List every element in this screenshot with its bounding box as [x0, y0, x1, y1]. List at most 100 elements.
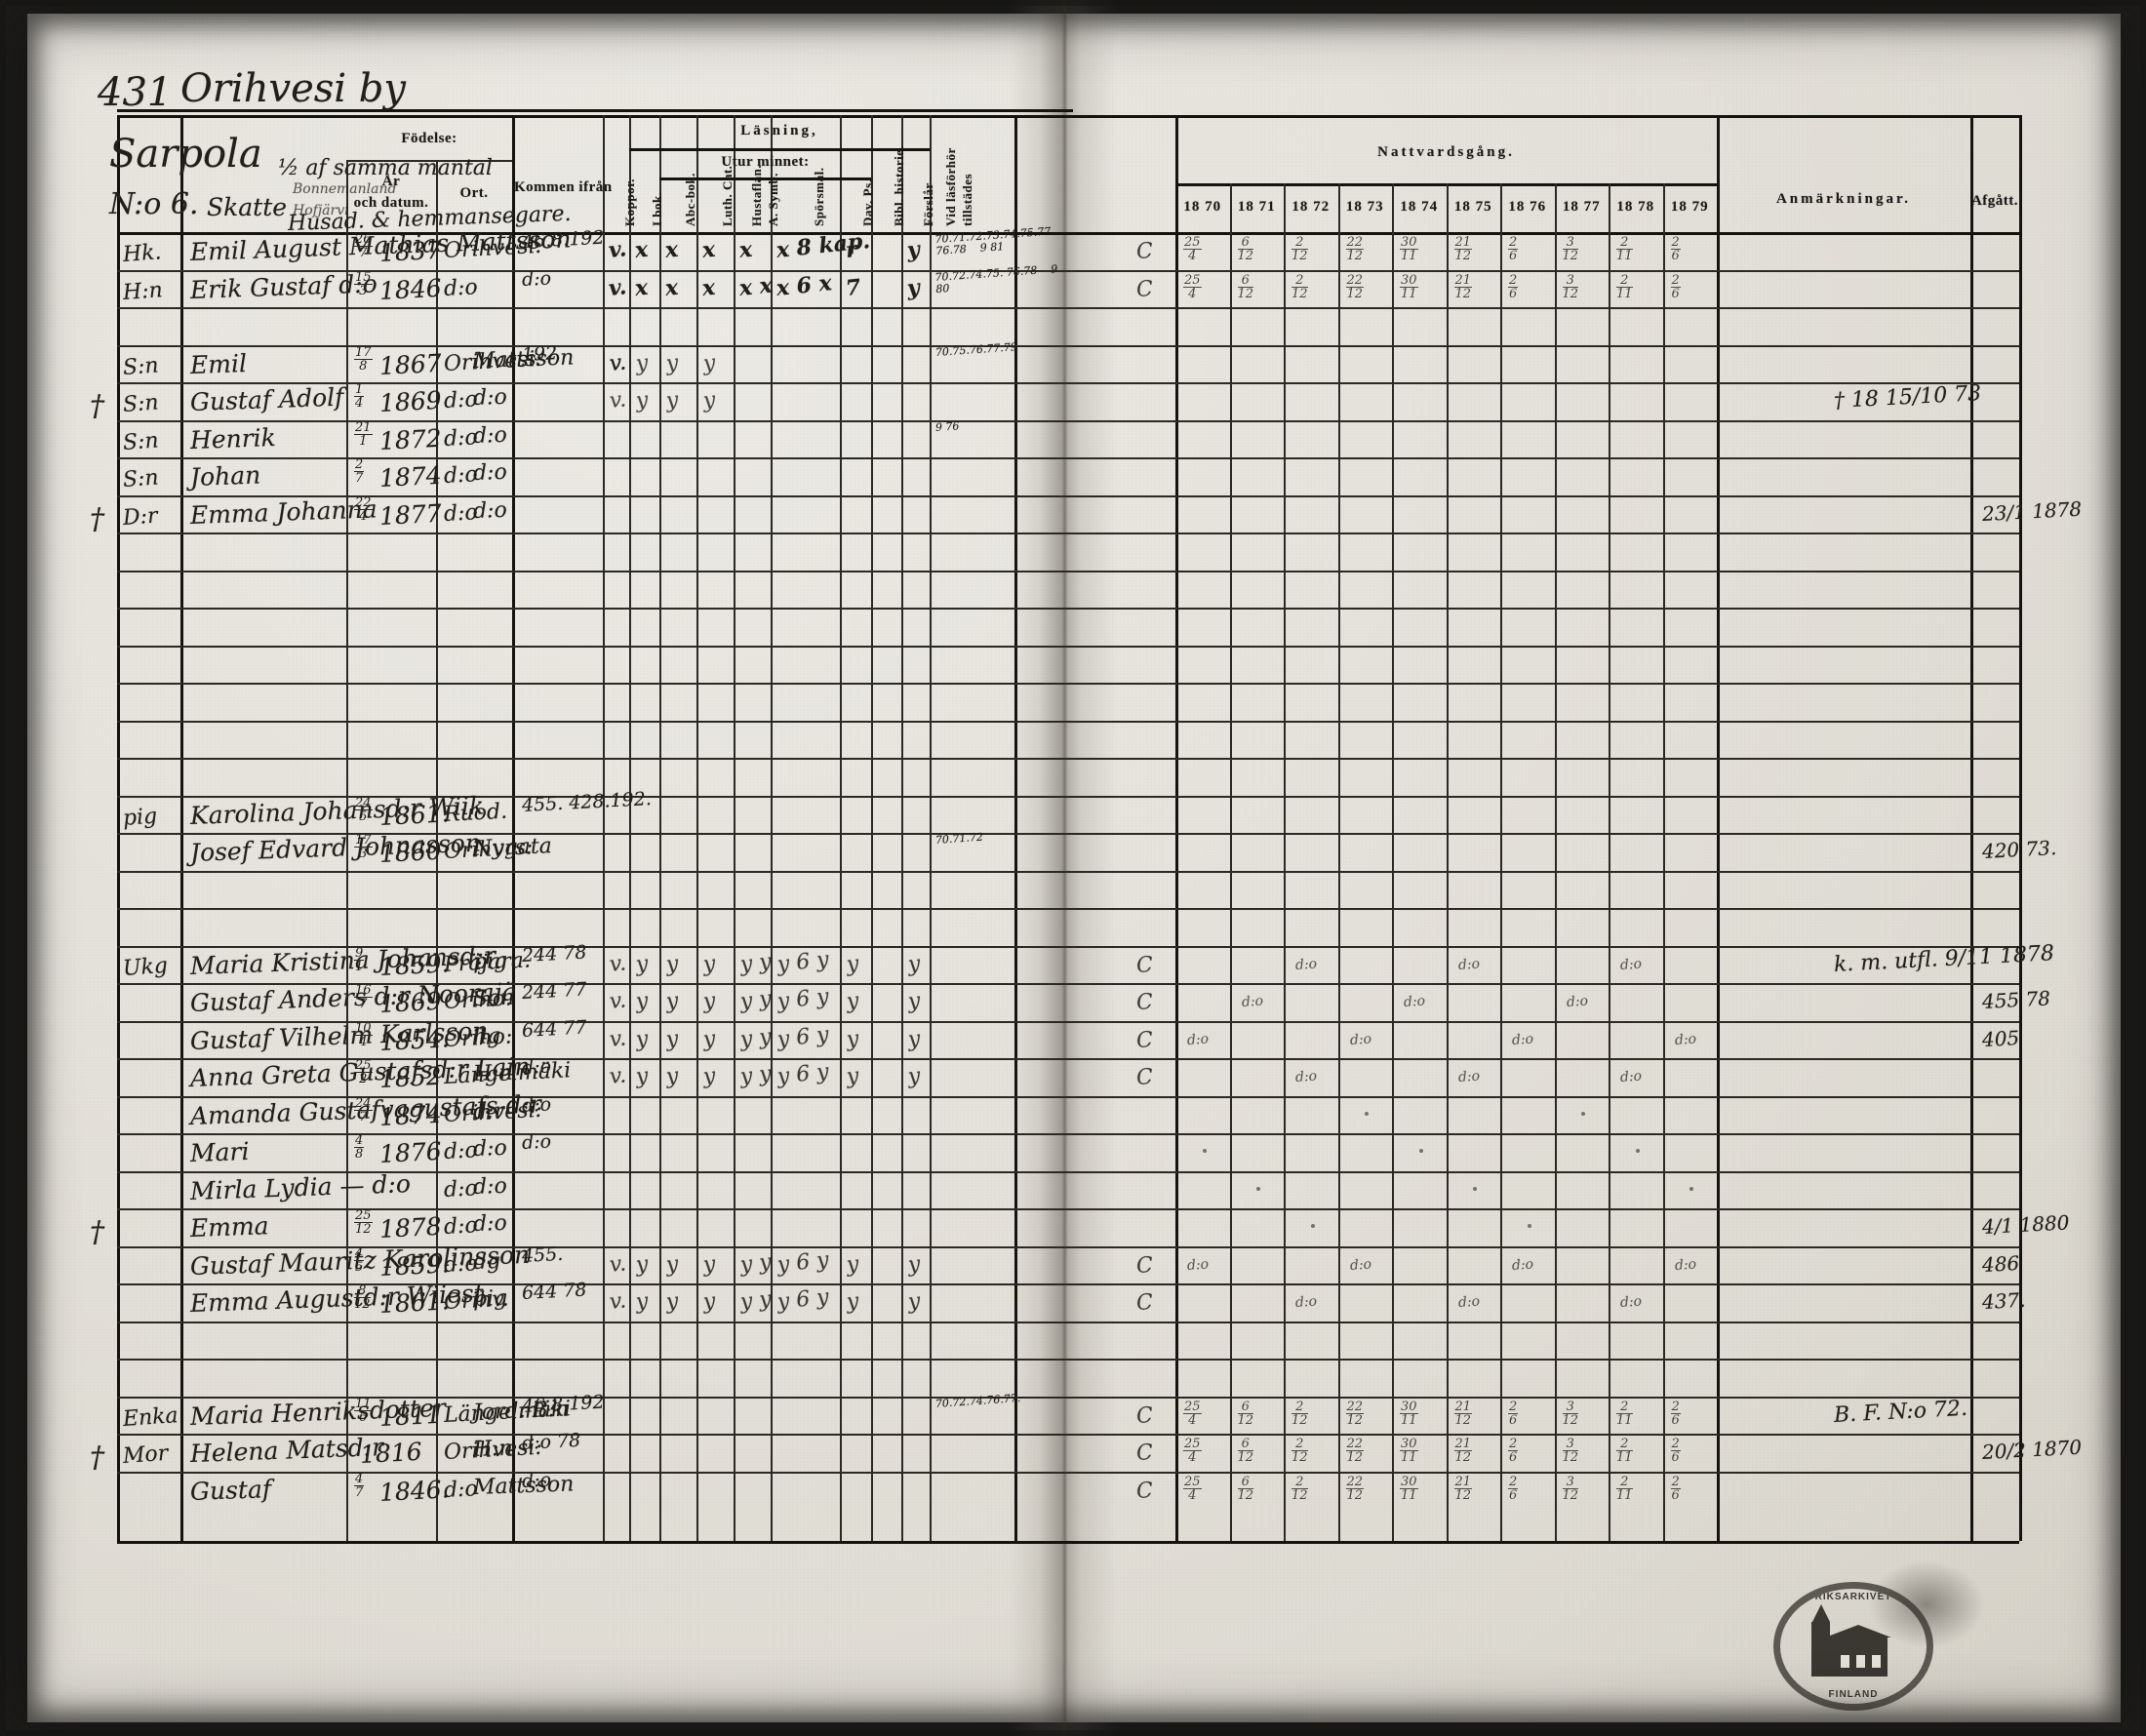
- departed-8: 420 73.: [1981, 836, 2057, 863]
- row-rule-3: [117, 344, 2019, 347]
- birth-year-3: 1869: [378, 385, 443, 417]
- communion-c-19: C: [1135, 952, 1154, 978]
- reading-mark-child-3-3: y: [701, 350, 717, 376]
- household-note: Skatte: [207, 193, 288, 221]
- grid-col-7: [696, 115, 698, 1541]
- row-rule-31: [117, 1396, 2019, 1399]
- row-rule-5: [117, 419, 2019, 422]
- header-hustaflan-2: A. Symb.: [766, 173, 780, 226]
- reading-mark-extra-20-1: y: [634, 988, 650, 1014]
- reading-mark-extra-21-0: v.: [608, 1025, 628, 1052]
- communion-tick-33-8: 2 11: [1616, 1474, 1633, 1503]
- reading-mark-r1-c1: x: [633, 274, 650, 301]
- reading-mark-extra-28-5: y 6 y: [775, 1284, 830, 1315]
- household-extra-2: Hofjärvi: [293, 203, 349, 218]
- table-right-border: [2019, 115, 2022, 1541]
- birth-date-fraction-8: 17 3: [354, 833, 373, 861]
- person-role-2: S:n: [122, 352, 160, 380]
- communion-year-3: 18 73: [1345, 199, 1384, 215]
- birth-place-21: d:o: [443, 1476, 479, 1503]
- communion-tick-0-1: 6 12: [1237, 235, 1254, 263]
- come-from-7: 455. 428.192.: [521, 787, 653, 816]
- communion-c-28: C: [1135, 1289, 1154, 1316]
- birth-place-18: Orihv.: [443, 1286, 510, 1315]
- communion-tick-1-8: 2 11: [1616, 272, 1633, 301]
- header-sporsmal: Spörsmål.: [812, 167, 826, 226]
- communion-c-27: C: [1135, 1252, 1154, 1279]
- reading-mark-extra-19-8: y: [906, 951, 922, 977]
- come-from-17: 455.: [521, 1243, 564, 1267]
- reading-mark-extra-19-3: y: [701, 951, 717, 977]
- come-from-21: d:o: [521, 1468, 552, 1492]
- row-rule-1: [117, 269, 2019, 272]
- birth-year-21: 1846.: [378, 1474, 451, 1507]
- birth-year-17: 1859.: [378, 1248, 451, 1282]
- communion-year-divider-2: [1284, 183, 1286, 1541]
- header-luth-cat: Luth. Cat.: [720, 165, 735, 226]
- catechism-note-1: 70.72.74.75. 76.78 9 80: [934, 261, 1062, 296]
- come-from-0: 46.8.192: [521, 226, 606, 253]
- header-lasning: Läsning,: [740, 123, 818, 138]
- birth-place-17: d:o: [443, 1250, 479, 1278]
- row-rule-27: [117, 1245, 2019, 1248]
- communion-dito-19-2: d:o: [1294, 955, 1318, 973]
- communion-year-0: 18 70: [1183, 199, 1222, 215]
- communion-tick-33-0: 25 4: [1183, 1474, 1202, 1503]
- birth-date-fraction-7: 24 5: [354, 795, 373, 824]
- row-rule-12: [117, 683, 2019, 685]
- departed-20: 20/2 1870: [1981, 1435, 2083, 1464]
- person-name-2: Emil: [189, 348, 248, 379]
- communion-c-0: C: [1135, 238, 1154, 264]
- row-rule-8: [117, 533, 2019, 534]
- come-from-20: d:o 78: [521, 1429, 581, 1454]
- communion-tick-1-0: 25 4: [1183, 272, 1202, 301]
- reading-mark-r1-c0: v.: [607, 273, 628, 301]
- person-name-15: Mirla Lydia — d:o: [189, 1168, 412, 1205]
- reading-mark-extra-28-1: y: [634, 1288, 650, 1315]
- communion-tick-32-7: 3 12: [1562, 1437, 1579, 1465]
- row-rule-9: [117, 570, 2019, 572]
- communion-tick-33-4: 30 11: [1400, 1474, 1418, 1503]
- reading-mark-extra-22-3: y: [701, 1063, 717, 1089]
- reading-mark-child-3-2: y: [664, 350, 680, 376]
- lasning-group-rule: [629, 148, 930, 151]
- birth-place-14: d:o: [443, 1138, 479, 1164]
- reading-mark-extra-22-5: y 6 y: [775, 1059, 830, 1089]
- reading-mark-r0-c3: x: [700, 236, 717, 263]
- communion-dot-23-3: [1365, 1111, 1370, 1116]
- communion-dito-19-5: d:o: [1456, 955, 1481, 973]
- reading-mark-r0-c6: r: [844, 236, 858, 263]
- communion-tick-31-7: 3 12: [1562, 1399, 1579, 1428]
- reading-mark-extra-28-6: y: [845, 1288, 860, 1315]
- reading-mark-extra-28-3: y: [701, 1288, 717, 1315]
- header-i-bok: I bok.: [650, 191, 664, 226]
- reading-mark-extra-21-8: y: [906, 1026, 922, 1052]
- header-birth-year: och datum.: [353, 195, 429, 211]
- birth-place-10: Oriho.: [443, 986, 513, 1014]
- communion-year-6: 18 76: [1508, 199, 1547, 215]
- stamp-text: RIKSARKIVET FINLAND: [1780, 1589, 1927, 1704]
- communion-tick-32-3: 22 12: [1345, 1437, 1365, 1465]
- communion-tick-0-7: 3 12: [1562, 235, 1579, 263]
- communion-year-8: 18 78: [1616, 199, 1655, 215]
- reading-mark-extra-19-0: v.: [608, 950, 628, 977]
- communion-tick-1-3: 22 12: [1345, 272, 1365, 301]
- row-rule-19: [117, 945, 2019, 948]
- reading-mark-extra-22-6: y: [845, 1063, 860, 1089]
- parish-name: Orihvesi by: [180, 66, 406, 111]
- communion-tick-0-3: 22 12: [1345, 235, 1365, 263]
- header-birth-year-top: År: [381, 174, 401, 189]
- reading-mark-extra-27-8: y: [906, 1251, 922, 1278]
- come-from-10: 244 77: [521, 978, 587, 1004]
- birth-place-9: Präjara.: [443, 947, 532, 977]
- person-role-3: S:n: [122, 390, 160, 417]
- person-role-6: D:r: [122, 503, 159, 531]
- communion-tick-0-8: 2 11: [1616, 235, 1633, 263]
- person-name-16: Emma: [189, 1211, 270, 1243]
